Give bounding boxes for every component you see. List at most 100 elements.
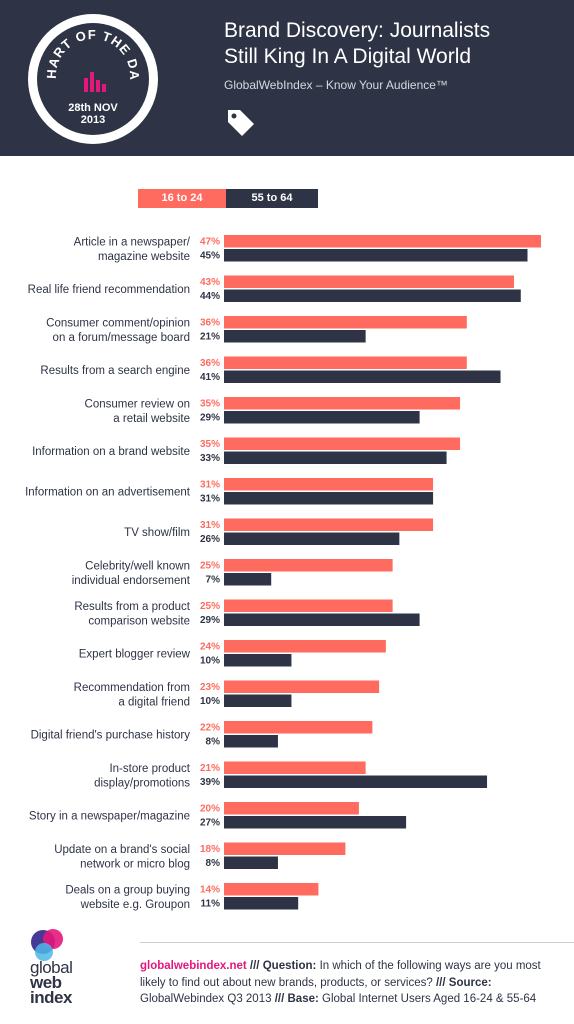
footer-site-link[interactable]: globalwebindex.net (140, 960, 247, 972)
bar-55-64 (224, 613, 420, 626)
category-label: Information on a brand website (32, 446, 190, 458)
category-label: Information on an advertisement (25, 487, 191, 499)
footer-notes: globalwebindex.net /// Question: In whic… (140, 958, 560, 1008)
bar-55-64 (224, 694, 292, 707)
value-label-55-64: 26% (200, 534, 220, 545)
bar-group: In-store product display/promotions 21% 39% (94, 761, 488, 790)
value-label-16-24: 21% (200, 763, 220, 774)
category-label: Digital friend's purchase history (31, 730, 191, 742)
question-text: In which of the following ways are you m… (140, 960, 541, 989)
bar-chart-icon (84, 72, 106, 92)
category-label-line: Deals on a group buying (65, 884, 190, 896)
source-text: GlobalWebindex Q3 2013 (140, 993, 272, 1005)
value-label-16-24: 31% (200, 520, 220, 531)
bar-55-64 (224, 451, 447, 464)
bar-16-24 (224, 559, 393, 572)
bar-group: Information on a brand website 35% 33% (32, 437, 461, 464)
category-label: Celebrity/well known individual endorseme… (72, 560, 191, 587)
category-label-line: Information on an advertisement (25, 487, 191, 499)
bar-55-64 (224, 532, 400, 545)
category-label-line: Expert blogger review (79, 649, 191, 661)
value-label-16-24: 14% (200, 885, 220, 896)
bar-55-64 (224, 735, 278, 748)
value-label-55-64: 33% (200, 453, 220, 464)
bar-16-24 (224, 397, 461, 410)
category-label: Article in a newspaper/magazine website (74, 236, 191, 263)
bar-16-24 (224, 761, 366, 774)
value-label-55-64: 39% (200, 777, 220, 788)
value-label-16-24: 25% (200, 561, 220, 572)
category-label: Update on a brand's social network or mic… (54, 844, 190, 871)
bar-group: Recommendation from a digital friend 23% 10… (74, 680, 380, 708)
value-label-55-64: 29% (200, 413, 220, 424)
category-label: TV show/film (124, 527, 190, 539)
value-label-55-64: 10% (200, 696, 220, 707)
category-label-line: Results from a search engine (40, 365, 190, 377)
badge-date-line1: 28th NOV (68, 102, 118, 114)
category-label-line: network or micro blog (80, 858, 190, 870)
bar-55-64 (224, 370, 501, 383)
bar-16-24 (224, 518, 434, 531)
value-label-55-64: 45% (200, 251, 220, 262)
bar-16-24 (224, 356, 467, 369)
value-label-16-24: 24% (200, 642, 220, 653)
category-label-line: Real life friend recommendation (28, 284, 190, 296)
base-text: Global Internet Users Aged 16-24 & 55-64 (322, 993, 537, 1005)
bar-55-64 (224, 775, 488, 788)
bar-group: Consumer review on a retail website 35% 29% (85, 397, 461, 425)
chart-legend: 16 to 24 55 to 64 (138, 189, 318, 208)
category-label: Results from a search engine (40, 365, 190, 377)
value-label-16-24: 25% (200, 601, 220, 612)
value-label-16-24: 35% (200, 439, 220, 450)
value-label-16-24: 20% (200, 804, 220, 815)
bar-55-64 (224, 492, 434, 505)
legend-item-16-24: 16 to 24 (138, 189, 226, 208)
bar-16-24 (224, 437, 461, 450)
category-label-line: Celebrity/well known (85, 560, 190, 572)
globalwebindex-logo (31, 929, 63, 961)
bar-55-64 (224, 573, 272, 586)
category-label-line: magazine website (98, 251, 190, 263)
bar-55-64 (224, 289, 521, 302)
bar-group: Consumer comment/opinion on a forum/messa… (46, 316, 467, 344)
source-label: Source: (448, 976, 492, 989)
tag-icon (228, 110, 254, 136)
bar-group: Results from a product comparison website… (74, 599, 420, 628)
category-label-line: a digital friend (118, 696, 190, 708)
bar-16-24 (224, 275, 515, 288)
bar-16-24 (224, 478, 434, 491)
value-label-55-64: 8% (206, 858, 221, 869)
value-label-16-24: 35% (200, 399, 220, 410)
category-label: Results from a product comparison website (74, 601, 190, 628)
category-label-line: Digital friend's purchase history (31, 730, 191, 742)
title-line-2: Still King In A Digital World (224, 45, 472, 68)
value-label-55-64: 10% (200, 656, 220, 667)
question-label: Question: (262, 960, 317, 972)
value-label-55-64: 27% (200, 818, 220, 829)
bar-16-24 (224, 721, 373, 734)
value-label-16-24: 47% (200, 237, 220, 248)
category-label-line: website e.g. Groupon (80, 899, 190, 911)
header-banner: CHART OF THE DAY 28th NOV 2013 Brand Dis… (0, 0, 574, 156)
bar-group: TV show/film 31% 26% (124, 518, 434, 545)
subtitle: GlobalWebIndex – Know Your Audience™ (224, 78, 448, 92)
value-label-16-24: 43% (200, 277, 220, 288)
value-label-16-24: 22% (200, 723, 220, 734)
bar-16-24 (224, 599, 393, 612)
bar-55-64 (224, 654, 292, 667)
value-label-55-64: 8% (206, 737, 221, 748)
base-label: Base: (287, 993, 319, 1005)
logo-line-3: index (30, 988, 72, 1007)
bar-55-64 (224, 856, 278, 869)
value-label-55-64: 31% (200, 494, 220, 505)
footer-separator-3: /// (274, 993, 285, 1005)
bar-55-64 (224, 816, 407, 829)
category-label: In-store product display/promotions (94, 763, 191, 790)
bar-group: Deals on a group buying website e.g. Grou… (65, 883, 319, 911)
category-label: Deals on a group buying website e.g. Grou… (65, 884, 190, 911)
logo-line-2: web (30, 973, 62, 992)
bar-group: Celebrity/well known individual endorseme… (72, 559, 393, 587)
value-label-16-24: 36% (200, 358, 220, 369)
category-label-line: Consumer review on (85, 398, 190, 410)
category-label-line: Update on a brand's social (54, 844, 190, 856)
